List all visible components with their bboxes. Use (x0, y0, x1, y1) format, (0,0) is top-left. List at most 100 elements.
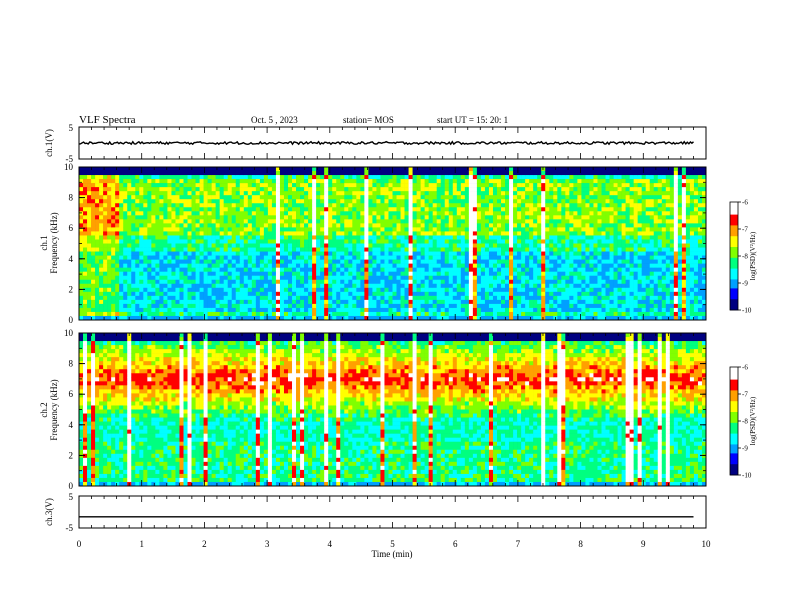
spectrogram-cell (183, 219, 188, 224)
spectrogram-cell (589, 259, 594, 264)
spectrogram-cell (131, 295, 136, 301)
spectrogram-cell (300, 223, 305, 228)
spectrogram-cell (167, 243, 172, 248)
spectrogram-cell (565, 183, 570, 188)
spectrogram-cell (521, 211, 526, 216)
spectrogram-cell (131, 223, 136, 228)
spectrogram-cell (215, 223, 220, 228)
spectrogram-cell (103, 243, 108, 248)
spectrogram-cell (243, 167, 249, 172)
spectrogram-cell (404, 207, 409, 212)
spectrogram-cell (279, 299, 285, 305)
spectrogram-cell (400, 251, 405, 256)
spectrogram-cell (127, 311, 132, 317)
spectrogram-cell (247, 299, 253, 305)
spectrogram-cell (412, 275, 417, 281)
spectrogram-cell (412, 187, 417, 192)
spectrogram-cell (440, 211, 446, 216)
spectrogram-cell (404, 307, 409, 313)
spectrogram-cell (448, 179, 454, 184)
spectrogram-cell (183, 311, 188, 317)
spectrogram-cell (569, 279, 574, 285)
spectrogram-cell (87, 307, 92, 313)
spectrogram-cell (271, 251, 277, 256)
spectrogram-cell (545, 175, 550, 180)
spectrogram-cell (581, 179, 586, 184)
spectrogram-cell (456, 223, 462, 228)
spectrogram-cell (223, 307, 229, 313)
spectrogram-cell (83, 183, 88, 188)
spectrogram-cell (187, 271, 192, 277)
spectrogram-cell (103, 255, 108, 260)
spectrogram-cell (448, 263, 454, 268)
spectrogram-cell (521, 279, 526, 285)
spectrogram-cell (147, 171, 152, 176)
spectrogram-cell (525, 303, 530, 309)
spectrogram-cell (259, 263, 265, 268)
spectrogram-cell (211, 243, 216, 248)
spectrogram-cell (211, 275, 216, 281)
spectrogram-cell (211, 211, 216, 216)
spectrogram-cell (384, 255, 389, 260)
spectrogram-cell (456, 207, 462, 212)
spectrogram-cell (388, 315, 393, 321)
spectrogram-cell (372, 195, 377, 200)
spectrogram-cell (139, 267, 144, 272)
spectrogram-cell (155, 227, 160, 232)
spectrogram-cell (219, 271, 224, 277)
spectrogram-cell (99, 235, 104, 240)
spectrogram-cell (123, 255, 128, 260)
spectrogram-cell (179, 235, 184, 240)
spectrogram-cell (388, 199, 393, 204)
spectrogram-cell (464, 227, 470, 232)
spectrogram-cell (348, 243, 353, 248)
spectrogram-cell (296, 295, 301, 301)
spectrogram-cell (328, 303, 333, 309)
spectrogram-cell (517, 267, 522, 272)
spectrogram-cell (533, 183, 538, 188)
spectrogram-cell (155, 223, 160, 228)
spectrogram-cell (348, 267, 353, 272)
spectrogram-cell (203, 291, 208, 297)
spectrogram-cell (344, 311, 349, 317)
spectrogram-cell (348, 199, 353, 204)
spectrogram-cell (187, 187, 192, 192)
spectrogram-cell (251, 183, 257, 188)
spectrogram-cell (87, 179, 92, 184)
spectrogram-cell (283, 207, 289, 212)
spectrogram-cell (219, 183, 224, 188)
spectrogram-cell (107, 191, 112, 196)
spectrogram-cell (123, 275, 128, 281)
spectrogram-cell (553, 243, 558, 248)
spectrogram-cell (275, 167, 281, 172)
spectrogram-cell (304, 299, 309, 305)
spectrogram-cell (87, 195, 92, 200)
spectrogram-cell (139, 271, 144, 277)
spectrogram-cell (569, 287, 574, 293)
spectrogram-cell (384, 283, 389, 289)
spectrogram-cell (400, 271, 405, 277)
spectrogram-cell (573, 279, 578, 285)
spectrogram-cell (107, 307, 112, 313)
spectrogram-cell (412, 227, 417, 232)
spectrogram-cell (271, 239, 277, 244)
spectrogram-cell (476, 207, 482, 212)
spectrogram-cell (484, 311, 490, 317)
spectrogram-cell (565, 211, 570, 216)
spectrogram-cell (444, 295, 450, 301)
spectrogram-cell (259, 299, 265, 305)
spectrogram-cell (175, 235, 180, 240)
spectrogram-cell (404, 219, 409, 224)
spectrogram-cell (131, 167, 136, 172)
spectrogram-cell (372, 191, 377, 196)
spectrogram-cell (464, 187, 470, 192)
spectrogram-cell (396, 219, 401, 224)
spectrogram-cell (452, 199, 458, 204)
spectrogram-cell (167, 299, 172, 305)
spectrogram-cell (243, 259, 249, 264)
spectrogram-cell (263, 275, 269, 281)
spectrogram-cell (484, 171, 490, 176)
spectrogram-cell (372, 243, 377, 248)
spectrogram-cell (324, 307, 329, 313)
spectrogram-cell (545, 315, 550, 321)
